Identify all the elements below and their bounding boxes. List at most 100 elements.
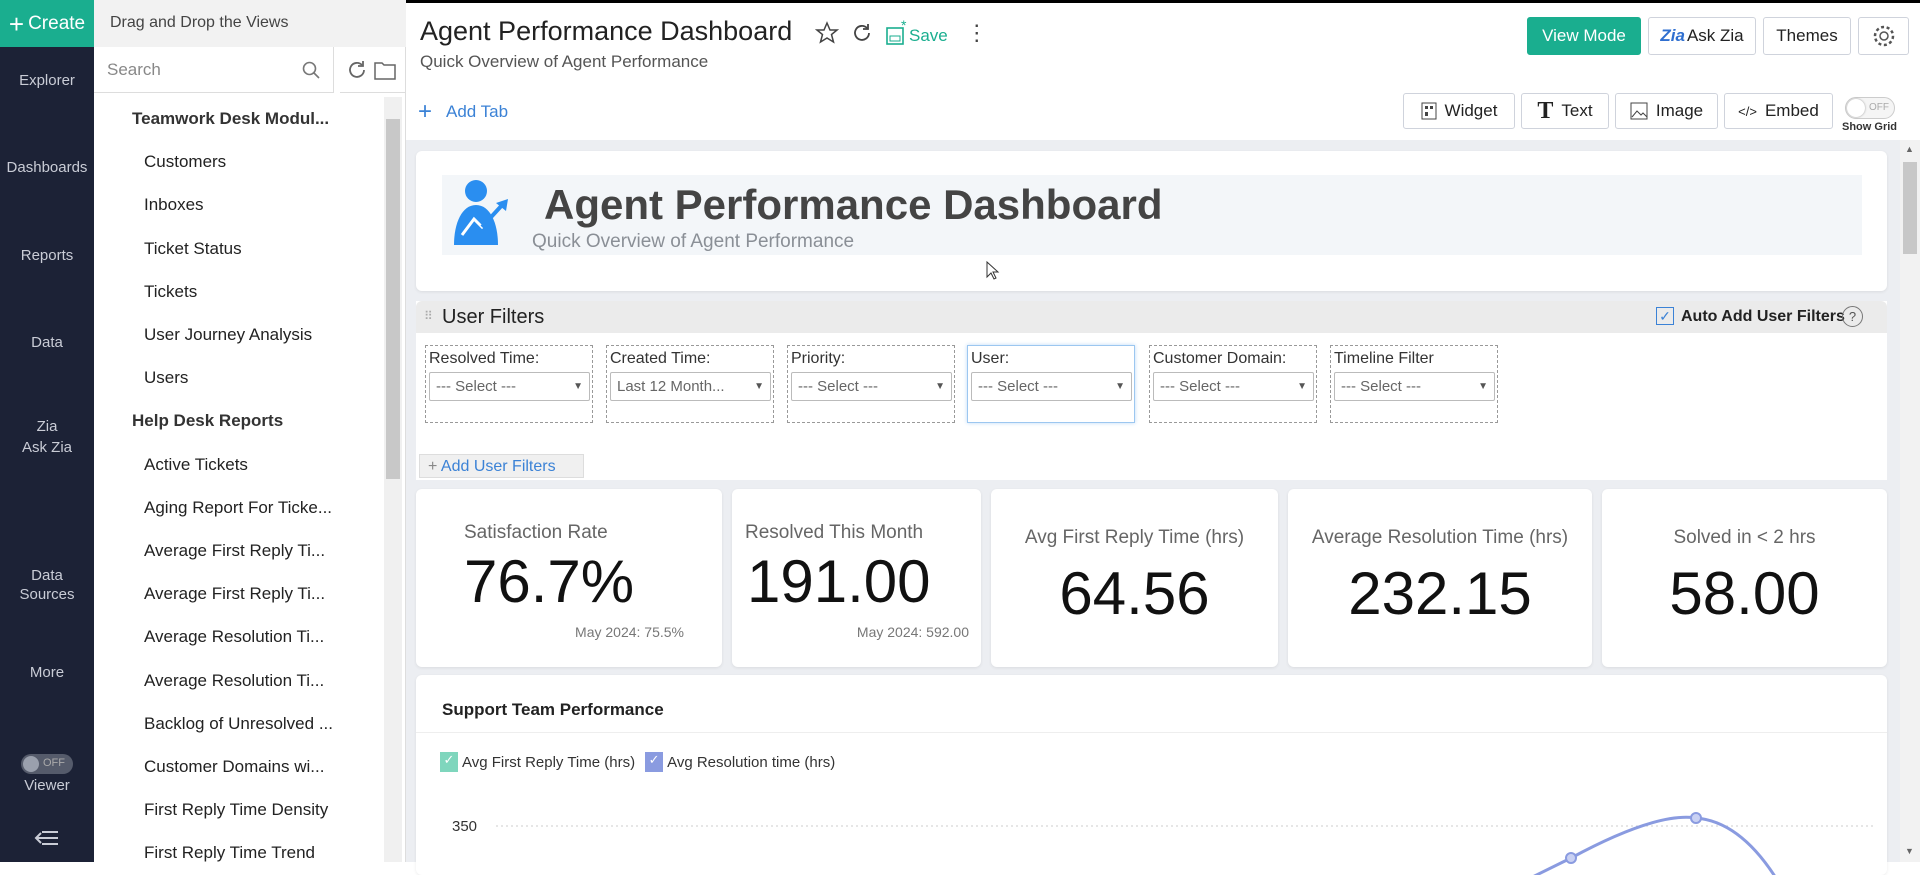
filter-select[interactable]: --- Select --- ▼ — [971, 372, 1132, 401]
refresh-icon[interactable] — [851, 22, 873, 44]
tree-item-label: Average Resolution Ti... — [144, 627, 325, 647]
tree-item[interactable]: Customer Domains wi... — [130, 752, 324, 782]
kpi-card[interactable]: Average Resolution Time (hrs) 232.15 — [1288, 489, 1592, 667]
page-title: Agent Performance Dashboard — [420, 16, 793, 46]
drag-handle-icon[interactable]: ⠿ — [424, 309, 433, 323]
image-button[interactable]: Image — [1615, 93, 1718, 129]
filter-select[interactable]: Last 12 Month... ▼ — [610, 372, 771, 401]
save-label: Save — [909, 26, 948, 45]
nav-item-more[interactable]: More — [0, 660, 94, 681]
tree-item-label: Customers — [144, 152, 227, 172]
main-scrollbar[interactable]: ▲ ▼ — [1900, 140, 1920, 862]
tree-item[interactable]: User Journey Analysis — [130, 320, 312, 350]
show-grid-toggle[interactable]: OFF — [1845, 97, 1895, 119]
tree-item[interactable]: Average Resolution Ti... — [130, 666, 324, 696]
scroll-up-icon[interactable]: ▲ — [1905, 144, 1914, 154]
filter-select[interactable]: --- Select --- ▼ — [429, 372, 590, 401]
svg-text:*: * — [901, 20, 907, 33]
scrollbar-thumb[interactable] — [1903, 162, 1917, 254]
tree-item[interactable]: First Reply Time Trend — [130, 838, 315, 868]
toggle-state: OFF — [43, 757, 65, 769]
kpi-comparison: May 2024: 75.5% — [575, 624, 684, 640]
add-tab-button[interactable]: + Add Tab — [418, 98, 508, 126]
gear-icon — [1873, 25, 1894, 47]
tree-item[interactable]: First Reply Time Density — [130, 795, 328, 825]
folder-icon[interactable] — [374, 60, 396, 80]
tree-item[interactable]: Ticket Status — [130, 234, 242, 264]
kpi-card[interactable]: Avg First Reply Time (hrs) 64.56 — [991, 489, 1278, 667]
dropdown-arrow-icon: ▼ — [935, 381, 945, 392]
tree-item[interactable]: Average Resolution Ti... — [130, 622, 324, 652]
tree-item-label: Tickets — [144, 281, 198, 301]
tree-item-label: Aging Report For Ticke... — [144, 497, 333, 517]
text-label: Text — [1561, 101, 1593, 120]
tree-item[interactable]: Average First Reply Ti... — [130, 579, 325, 609]
collapse-menu-icon[interactable] — [34, 828, 60, 853]
more-options-icon[interactable]: ⋮ — [965, 20, 988, 45]
tree-item[interactable]: Backlog of Unresolved ... — [130, 709, 333, 739]
banner-subtitle: Quick Overview of Agent Performance — [532, 231, 855, 252]
tree-item[interactable]: Inboxes — [130, 190, 204, 220]
search-input[interactable]: Search — [94, 47, 334, 93]
tree-item[interactable]: Customers — [130, 147, 226, 177]
legend-label: Avg First Reply Time (hrs) — [462, 753, 636, 771]
banner: Agent Performance Dashboard Quick Overvi… — [442, 175, 1862, 255]
star-icon[interactable] — [815, 21, 839, 45]
scroll-down-icon[interactable]: ▼ — [1905, 846, 1914, 856]
widget-label: Widget — [1444, 101, 1498, 120]
legend-item-first-reply[interactable]: ✓ Avg First Reply Time (hrs) — [440, 752, 635, 772]
settings-button[interactable] — [1858, 17, 1909, 55]
tree-item[interactable]: Average First Reply Ti... — [130, 536, 325, 566]
viewer-toggle[interactable]: OFF — [21, 754, 73, 774]
widget-button[interactable]: Widget — [1403, 93, 1515, 129]
nav-item-ask-zia[interactable]: Zia Ask Zia — [0, 418, 94, 456]
filter-customer-domain: Customer Domain: --- Select --- ▼ — [1149, 345, 1317, 423]
save-button[interactable]: * Save — [885, 20, 948, 46]
text-icon: T — [1537, 97, 1554, 124]
refresh-icon[interactable] — [346, 59, 368, 81]
tree-item-label: Active Tickets — [144, 454, 248, 474]
filter-select[interactable]: --- Select --- ▼ — [1153, 372, 1314, 401]
tree-item[interactable]: Tickets — [130, 277, 197, 307]
plus-icon: + — [428, 458, 441, 475]
tree-folder[interactable]: Teamwork Desk Modul... — [104, 104, 329, 134]
nav-item-dashboards[interactable]: Dashboards — [0, 155, 94, 176]
auto-add-checkbox[interactable]: ✓ — [1656, 307, 1674, 325]
tree-folder[interactable]: Help Desk Reports — [104, 406, 283, 436]
kpi-title: Resolved This Month — [745, 522, 924, 543]
text-button[interactable]: T Text — [1521, 93, 1609, 129]
tree-item-label: Customer Domains wi... — [144, 757, 325, 776]
view-mode-button[interactable]: View Mode — [1527, 17, 1641, 55]
help-icon[interactable]: ? — [1842, 306, 1863, 327]
filter-label: Created Time: — [610, 350, 711, 367]
search-icon[interactable] — [302, 61, 320, 79]
legend-item-resolution[interactable]: ✓ Avg Resolution time (hrs) — [645, 752, 835, 772]
kpi-card[interactable]: Satisfaction Rate 76.7% May 2024: 75.5% — [416, 489, 722, 667]
kpi-value-text: 76.7% — [464, 548, 635, 615]
filter-select[interactable]: --- Select --- ▼ — [791, 372, 952, 401]
ask-zia-button[interactable]: Zia Ask Zia — [1648, 17, 1756, 55]
kpi-card[interactable]: Solved in < 2 hrs 58.00 — [1602, 489, 1887, 667]
data-point[interactable] — [1690, 812, 1702, 824]
scrollbar-thumb[interactable] — [386, 119, 400, 479]
viewer-label: Viewer — [24, 777, 70, 794]
tree-item[interactable]: Users — [130, 363, 188, 393]
search-placeholder: Search — [107, 59, 161, 79]
tree-item[interactable]: Aging Report For Ticke... — [130, 493, 332, 523]
nav-item-data-sources[interactable]: Data Sources — [0, 562, 94, 604]
filter-select[interactable]: --- Select --- ▼ — [1334, 372, 1495, 401]
themes-button[interactable]: Themes — [1763, 17, 1851, 55]
nav-item-explorer[interactable]: Explorer — [0, 68, 94, 89]
nav-item-data[interactable]: Data — [0, 330, 94, 351]
embed-button[interactable]: </> Embed — [1724, 93, 1833, 129]
kpi-value: 76.7% — [464, 547, 640, 616]
add-user-filters-button[interactable]: + Add User Filters — [419, 454, 584, 478]
create-button[interactable]: + Create — [0, 0, 94, 47]
image-label: Image — [1655, 101, 1704, 120]
tree-item-label: Backlog of Unresolved ... — [144, 713, 333, 733]
explorer-scrollbar[interactable] — [384, 97, 402, 862]
nav-item-reports[interactable]: Reports — [0, 243, 94, 264]
ask-zia-label: Ask Zia — [1686, 26, 1744, 45]
kpi-card[interactable]: Resolved This Month 191.00 May 2024: 592.0… — [732, 489, 981, 667]
tree-item[interactable]: Active Tickets — [130, 450, 248, 480]
